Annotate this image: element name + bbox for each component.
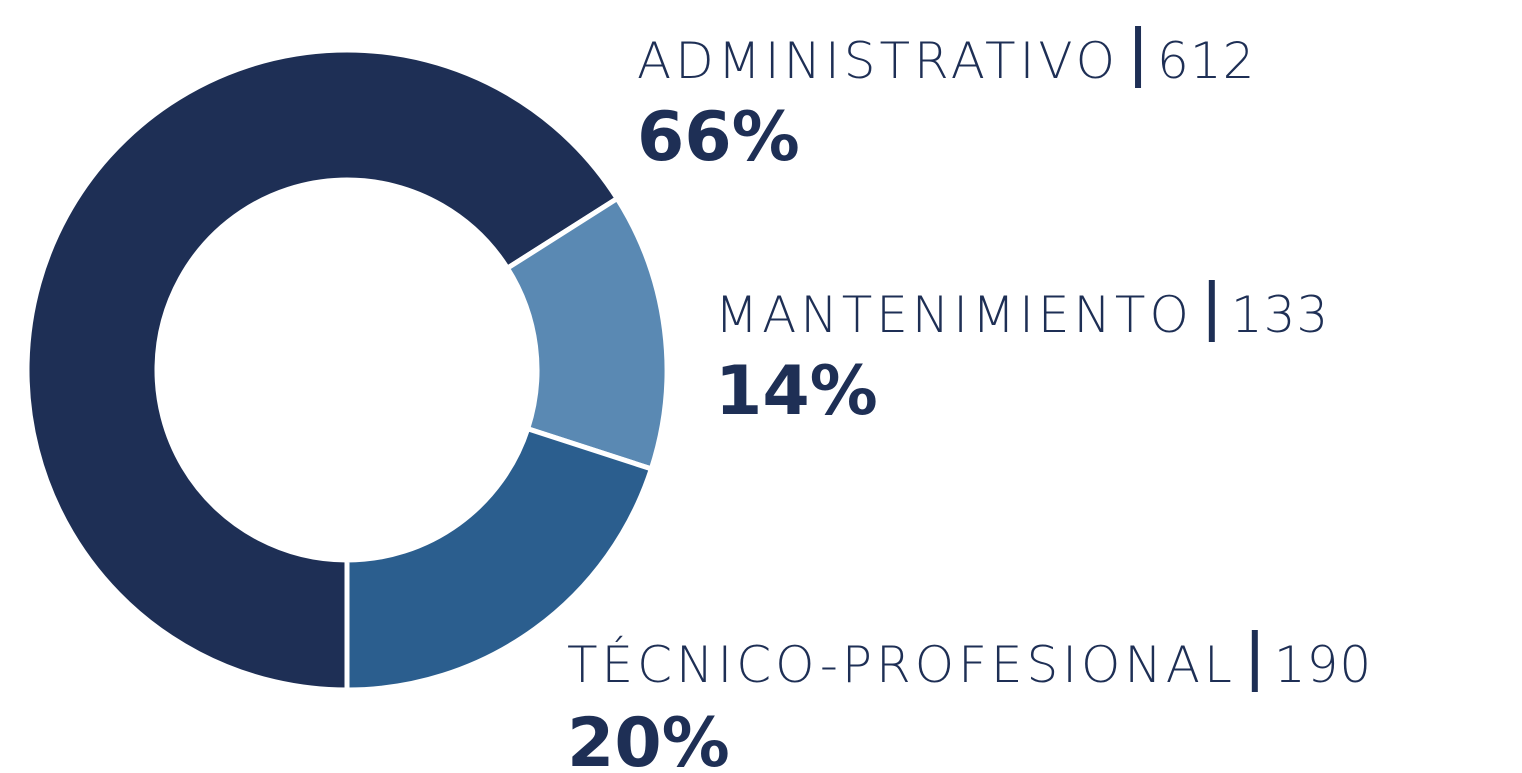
separator [1251,630,1258,692]
count-label: 612 [1157,32,1255,90]
count-label: 133 [1231,286,1329,344]
percent-label: 66% [637,98,800,177]
percent-label: 14% [715,352,878,431]
count-label: 190 [1274,636,1372,694]
category-label: MANTENIMIENTO [715,286,1193,344]
category-label: ADMINISTRATIVO [637,32,1119,90]
donut-slice [24,47,621,693]
category-label: TÉCNICO-PROFESIONAL [567,635,1236,694]
percent-label: 20% [567,704,730,773]
separator [1208,280,1215,342]
donut-slice [344,425,655,693]
separator [1135,26,1142,88]
